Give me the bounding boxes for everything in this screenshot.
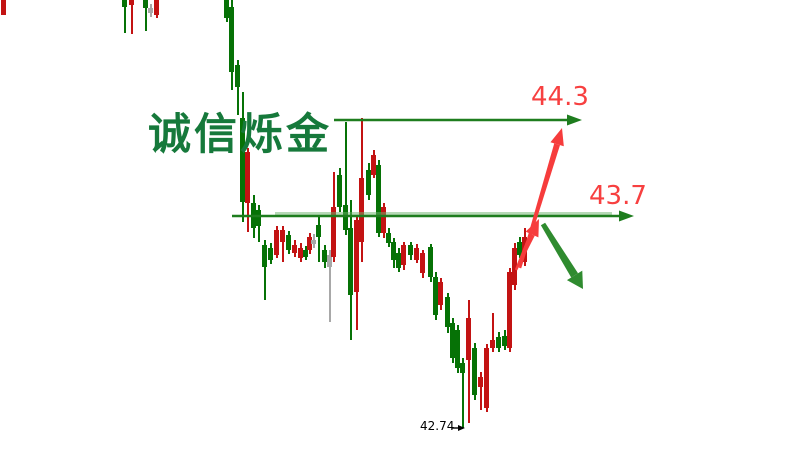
candle-body <box>129 0 134 5</box>
candle-body <box>376 165 381 233</box>
candle-body <box>303 250 308 257</box>
low-price-label: 42.74 <box>420 419 455 433</box>
candle-body <box>327 255 332 267</box>
candle-body <box>512 248 517 285</box>
candle-body <box>331 207 336 257</box>
candle-body <box>460 363 465 373</box>
candle-body <box>371 155 376 175</box>
candle-body <box>354 220 359 292</box>
candle-wick <box>236 60 239 115</box>
candle-body <box>366 170 371 195</box>
candle-body <box>408 245 413 255</box>
candle-wick <box>479 372 482 410</box>
candle-body <box>292 245 297 253</box>
candle-body <box>154 0 159 15</box>
candle-body <box>268 248 273 260</box>
candle-body <box>229 7 234 72</box>
candle-body <box>455 330 460 368</box>
candle-wick <box>491 313 494 352</box>
candle-wick <box>328 250 331 322</box>
candle-wick <box>467 300 470 423</box>
candle-body <box>286 235 291 250</box>
candle-wick <box>144 0 147 31</box>
candle-body <box>224 0 229 18</box>
candle-body <box>484 348 489 408</box>
candle-body <box>316 225 321 237</box>
candle-body <box>322 250 327 262</box>
candle-wick <box>123 0 126 33</box>
candle-wick <box>130 0 133 34</box>
candle-body <box>307 237 312 250</box>
candle-body <box>348 228 353 295</box>
candle-body <box>1 0 6 15</box>
candle-body <box>472 348 477 395</box>
candle-body <box>256 210 261 226</box>
candle-body <box>311 240 316 244</box>
candle-body <box>401 245 406 265</box>
candle-body <box>359 178 364 242</box>
candle-body <box>148 8 153 13</box>
candle-body <box>507 272 512 348</box>
candle-body <box>386 233 391 243</box>
candle-body <box>420 253 425 273</box>
candle-body <box>438 282 443 305</box>
candle-body <box>235 65 240 87</box>
candle-body <box>433 277 438 315</box>
candle-body <box>414 248 419 260</box>
candle-body <box>343 205 348 230</box>
candle-body <box>337 175 342 207</box>
candle-body <box>245 152 250 203</box>
candle-body <box>496 337 501 348</box>
support-level-label: 43.7 <box>589 181 647 211</box>
candle-body <box>391 242 396 260</box>
candle-body <box>298 248 303 258</box>
candle-wick <box>263 240 266 300</box>
candle-body <box>240 118 245 202</box>
candle-body <box>450 323 455 358</box>
candle-body <box>502 336 507 346</box>
candle-body <box>466 318 471 360</box>
watermark-text: 诚信烁金 <box>148 110 332 160</box>
candle-body <box>445 297 450 327</box>
candle-wick <box>461 358 464 428</box>
candle-wick <box>281 226 284 262</box>
candle-body <box>396 253 401 268</box>
candle-body <box>381 207 386 233</box>
candle-body <box>262 245 267 267</box>
candle-body <box>428 247 433 277</box>
candle-body <box>122 0 127 7</box>
candle-body <box>280 230 285 242</box>
candle-body <box>522 237 527 262</box>
candle-wick <box>344 122 347 235</box>
candle-body <box>274 230 279 255</box>
candle-wick <box>317 216 320 262</box>
candle-body <box>478 377 483 387</box>
resistance-level-label: 44.3 <box>531 82 589 112</box>
candle-body <box>490 340 495 348</box>
candle-body <box>143 0 148 8</box>
